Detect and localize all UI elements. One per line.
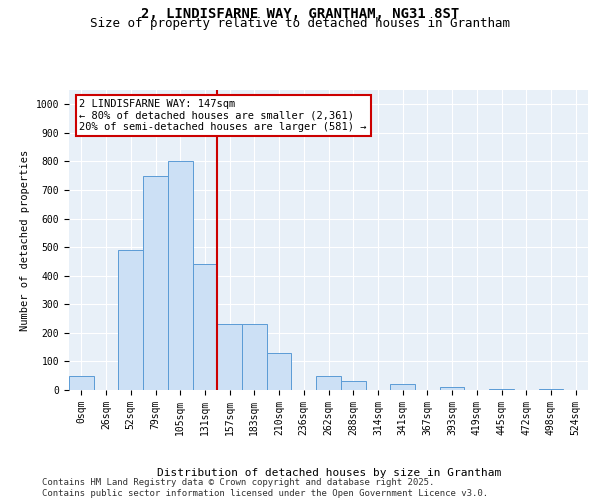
Bar [217, 324, 242, 390]
Bar [440, 387, 464, 390]
Bar [69, 376, 94, 390]
Text: Size of property relative to detached houses in Grantham: Size of property relative to detached ho… [90, 18, 510, 30]
Bar [242, 324, 267, 390]
Text: 2, LINDISFARNE WAY, GRANTHAM, NG31 8ST: 2, LINDISFARNE WAY, GRANTHAM, NG31 8ST [141, 8, 459, 22]
Bar [143, 176, 168, 390]
Bar [193, 264, 217, 390]
Bar [118, 250, 143, 390]
Bar [267, 353, 292, 390]
Bar [341, 382, 365, 390]
Bar [539, 388, 563, 390]
Text: Distribution of detached houses by size in Grantham: Distribution of detached houses by size … [157, 468, 501, 477]
Text: 2 LINDISFARNE WAY: 147sqm
← 80% of detached houses are smaller (2,361)
20% of se: 2 LINDISFARNE WAY: 147sqm ← 80% of detac… [79, 99, 367, 132]
Text: Contains HM Land Registry data © Crown copyright and database right 2025.
Contai: Contains HM Land Registry data © Crown c… [42, 478, 488, 498]
Bar [390, 384, 415, 390]
Bar [489, 388, 514, 390]
Bar [316, 376, 341, 390]
Y-axis label: Number of detached properties: Number of detached properties [20, 150, 30, 330]
Bar [168, 162, 193, 390]
